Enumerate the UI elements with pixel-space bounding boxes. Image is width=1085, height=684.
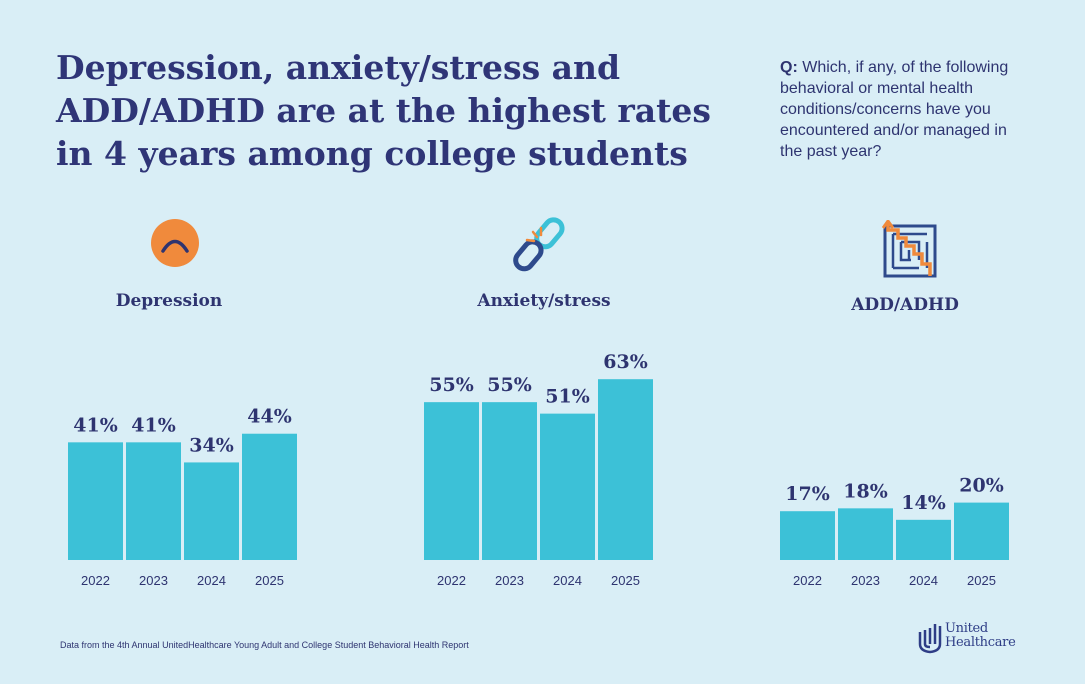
logo-text: United Healthcare (945, 621, 1016, 650)
bar-2023 (838, 508, 893, 560)
data-label: 41% (73, 414, 118, 436)
x-tick-label: 2022 (437, 573, 466, 588)
bar-2025 (954, 502, 1009, 560)
source-note: Data from the 4th Annual UnitedHealthcar… (60, 640, 469, 650)
bar-2022 (424, 402, 479, 560)
data-label: 63% (603, 351, 648, 373)
bar-2025 (598, 379, 653, 560)
data-label: 34% (189, 434, 234, 456)
x-tick-label: 2023 (495, 573, 524, 588)
x-tick-label: 2025 (967, 573, 996, 588)
data-label: 44% (247, 406, 292, 428)
data-label: 55% (429, 374, 474, 396)
chart-title: Anxiety/stress (476, 291, 610, 311)
bar-2024 (540, 413, 595, 560)
x-tick-label: 2022 (793, 573, 822, 588)
x-tick-label: 2025 (611, 573, 640, 588)
x-tick-label: 2023 (139, 573, 168, 588)
question-prefix: Q: (780, 59, 798, 76)
chart-1: Anxiety/stress 55% 2022 55% 2023 51% 2024 63% 20… (424, 291, 653, 588)
bar-2024 (896, 519, 951, 560)
x-tick-label: 2023 (851, 573, 880, 588)
x-tick-label: 2022 (81, 573, 110, 588)
broken-chain-icon (513, 217, 565, 272)
data-label: 41% (131, 414, 176, 436)
survey-question: Q: Which, if any, of the following behav… (780, 57, 1030, 162)
data-label: 20% (959, 475, 1004, 497)
bar-2023 (482, 402, 537, 560)
data-label: 14% (901, 492, 946, 514)
data-label: 17% (785, 483, 830, 505)
logo-line1: United (945, 621, 988, 636)
maze-icon (882, 220, 937, 278)
x-tick-label: 2025 (255, 573, 284, 588)
x-tick-label: 2024 (909, 573, 938, 588)
unitedhealthcare-logo-icon (918, 624, 942, 654)
chart-title: Depression (116, 291, 223, 311)
bar-2025 (242, 433, 297, 560)
brand-logo: United Healthcare (918, 620, 1028, 656)
bar-2022 (68, 442, 123, 560)
data-label: 55% (487, 374, 532, 396)
bar-2022 (780, 511, 835, 560)
data-label: 18% (843, 480, 888, 502)
chart-2: ADD/ADHD 17% 2022 18% 2023 14% 2024 20% 2025 (780, 295, 1009, 588)
chart-0: Depression 41% 2022 41% 2023 34% 2024 44% 2025 (68, 291, 297, 588)
x-tick-label: 2024 (197, 573, 226, 588)
logo-line2: Healthcare (945, 635, 1016, 650)
x-tick-label: 2024 (553, 573, 582, 588)
sad-face-icon (151, 219, 199, 267)
data-label: 51% (545, 386, 590, 408)
bar-2024 (184, 462, 239, 560)
page-title: Depression, anxiety/stress and ADD/ADHD … (56, 48, 711, 173)
bar-2023 (126, 442, 181, 560)
chart-title: ADD/ADHD (850, 295, 959, 315)
question-text: Which, if any, of the following behavior… (780, 59, 1009, 160)
